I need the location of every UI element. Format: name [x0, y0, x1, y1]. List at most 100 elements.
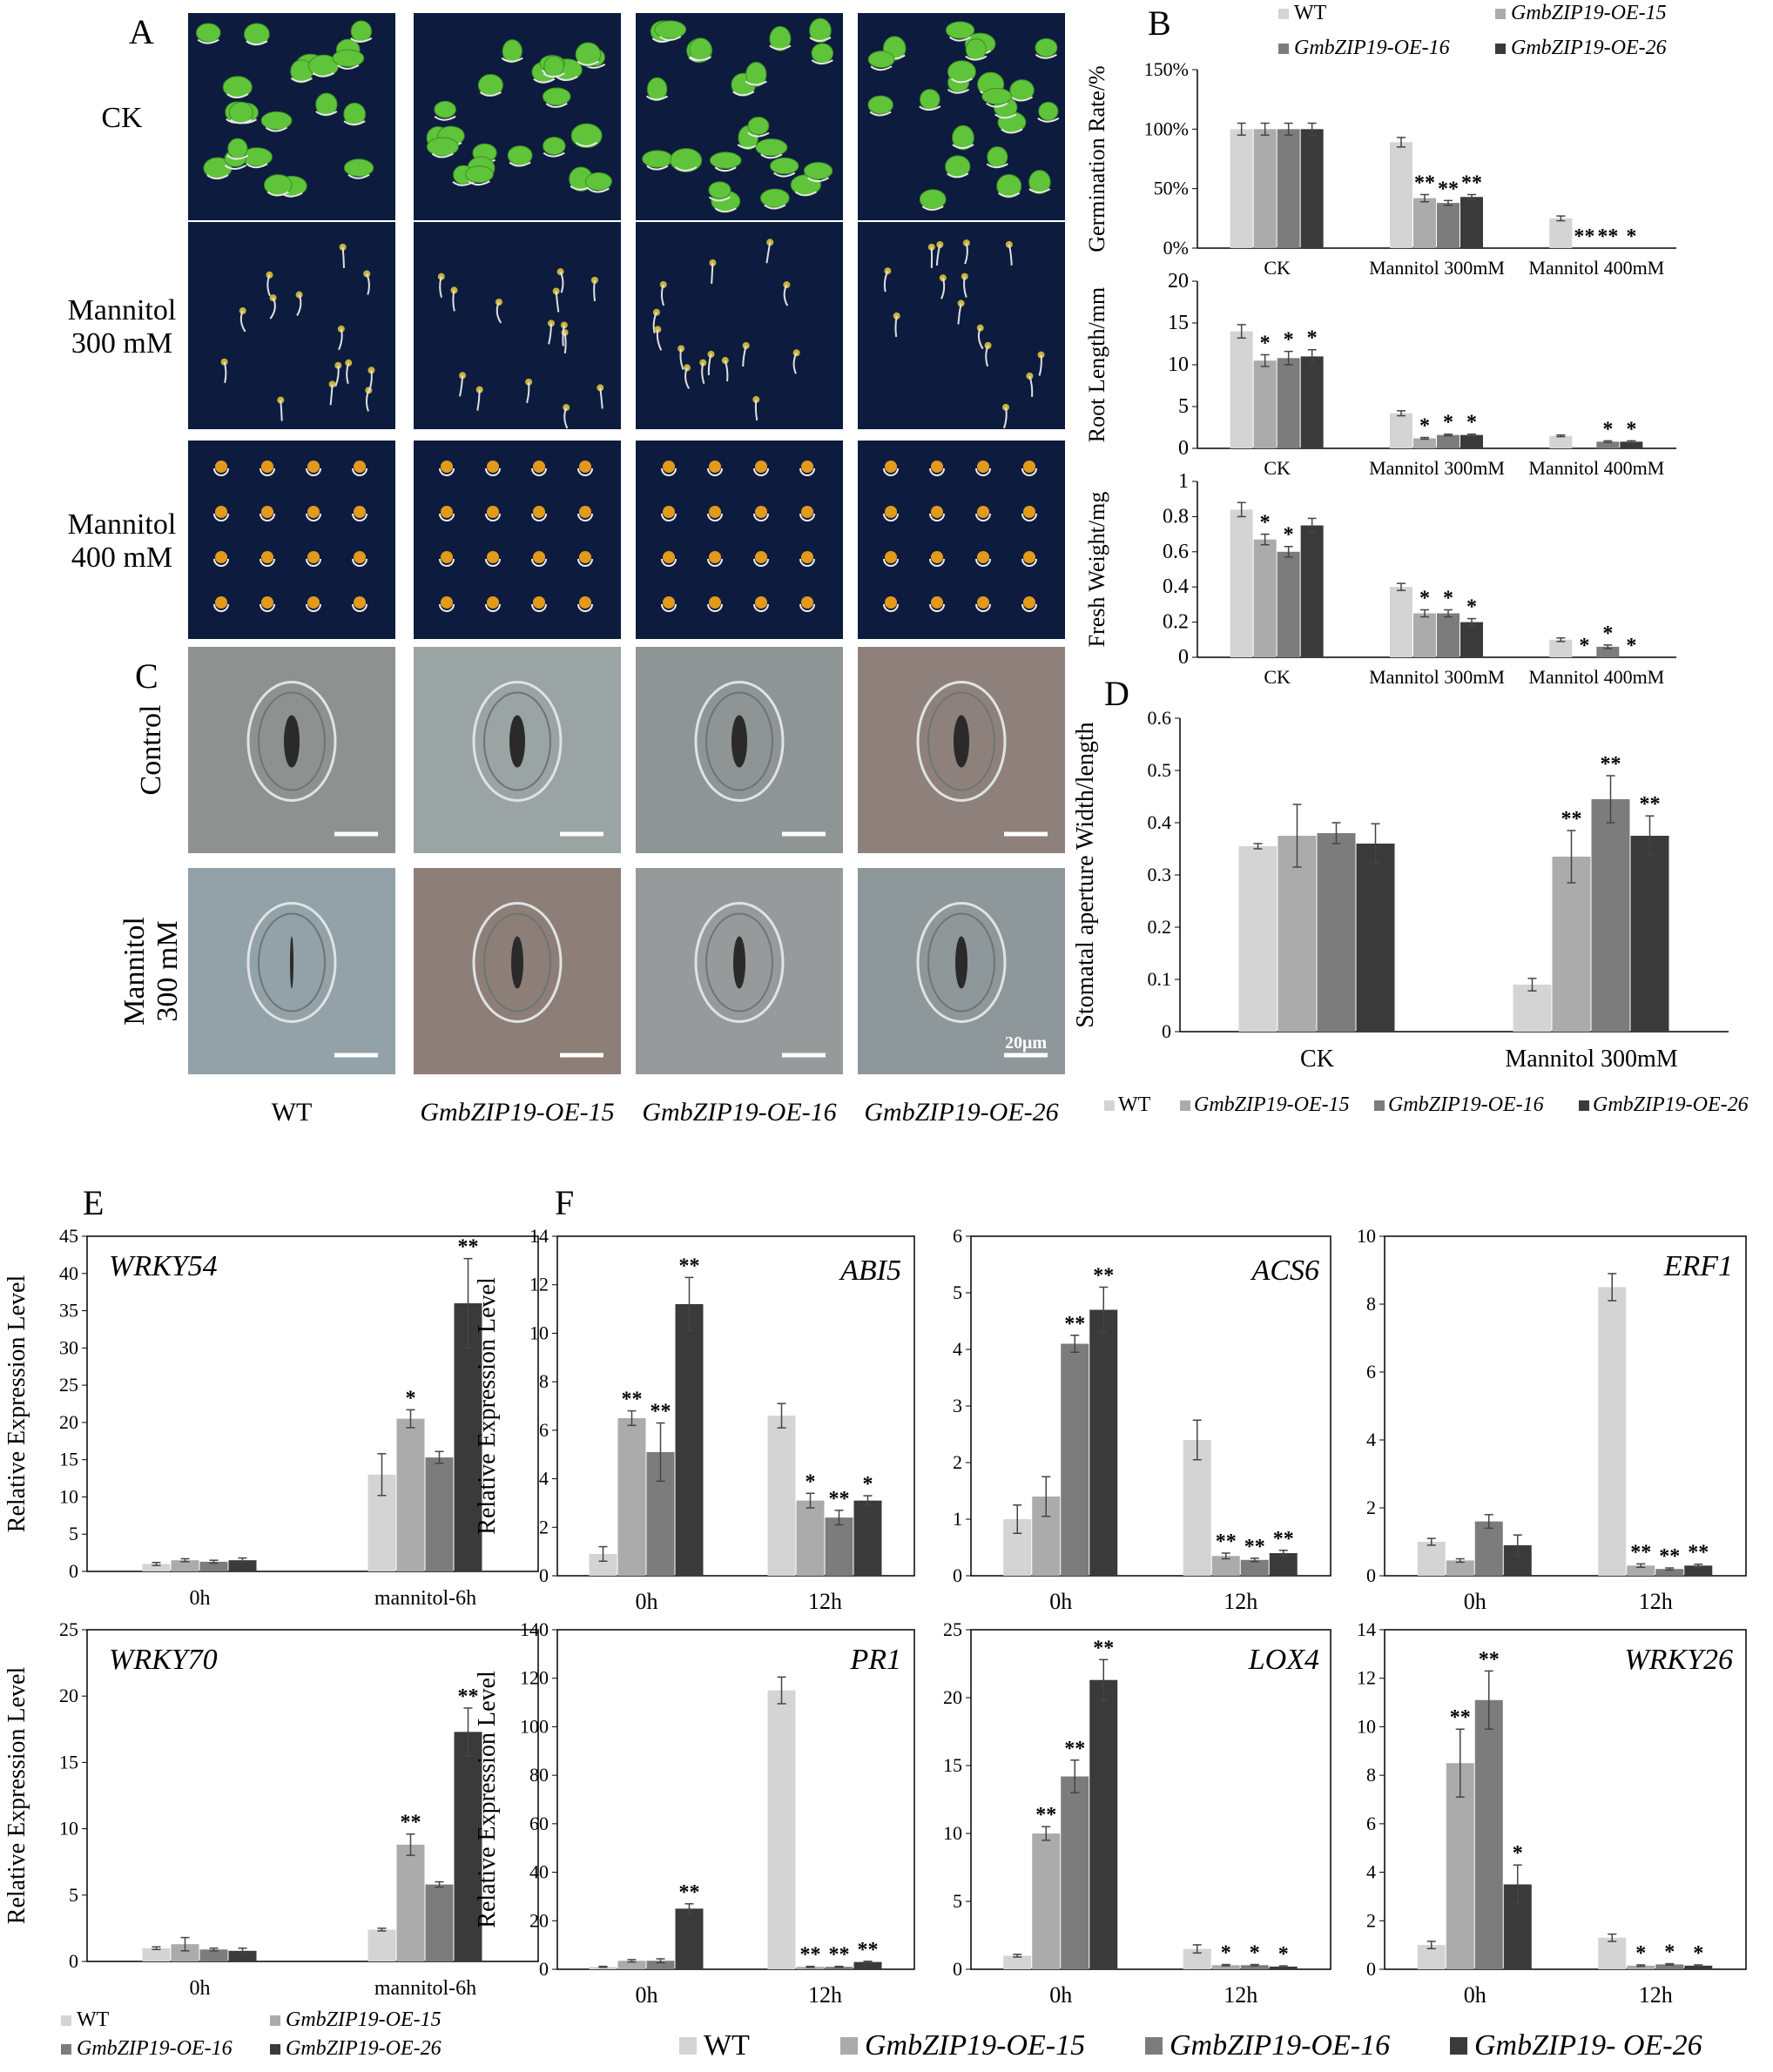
seedling-root [659, 36, 682, 42]
seedling [227, 138, 248, 159]
seed [215, 596, 227, 609]
chart-E1: 0 5 10 15 20 25 30 35 40 45 Relative Expression Le… [3, 1225, 539, 1610]
significance-mark: ** [1479, 1648, 1500, 1671]
guard-cell-outline [246, 902, 337, 1023]
legend-swatch [1104, 1100, 1115, 1111]
bar [1253, 360, 1277, 448]
seed-root [459, 375, 464, 397]
seed-coat [531, 513, 547, 521]
bar [853, 1500, 882, 1576]
category-label: 0h [636, 1982, 658, 2008]
seed [801, 461, 813, 473]
category-label: 0h [636, 1589, 658, 1614]
category-label: 0h [190, 1977, 211, 2000]
y-tick-label: 5 [69, 1884, 78, 1906]
y-tick-label: 120 [520, 1667, 549, 1689]
significance-mark: ** [679, 1881, 700, 1904]
row-label-A: Mannitol [68, 508, 177, 541]
legend-swatch [1495, 9, 1506, 19]
seedling [981, 88, 1013, 105]
seed-coat [260, 603, 275, 612]
significance-mark: * [1260, 512, 1271, 535]
bar [367, 1929, 396, 1961]
seed-root [439, 276, 443, 299]
significance-mark: ** [1064, 1313, 1085, 1335]
bar [1627, 1965, 1655, 1969]
seedling-photo [188, 13, 395, 220]
significance-mark: * [1419, 415, 1430, 438]
seed-root [894, 315, 898, 338]
significance-mark: ** [1064, 1738, 1085, 1760]
seedling-root [950, 77, 973, 84]
bar [1356, 844, 1395, 1032]
seed-root [365, 390, 370, 412]
bar [1474, 1521, 1503, 1576]
seed-coat [929, 468, 945, 476]
column-label: GmbZIP19-OE-15 [420, 1098, 614, 1127]
seed [801, 506, 813, 518]
seedling [809, 17, 832, 44]
seed-coat [975, 513, 991, 521]
seed-root [1003, 407, 1008, 429]
seed [709, 461, 721, 473]
seed-root [957, 303, 962, 325]
y-tick-label: 0.4 [1148, 811, 1172, 833]
panel-label-F: F [555, 1183, 574, 1222]
y-tick-label: 20 [529, 1909, 549, 1931]
y-tick-label: 1 [1178, 470, 1189, 493]
bar [1238, 846, 1278, 1032]
stomatal-pore [509, 715, 525, 768]
y-tick-label: 12 [529, 1274, 549, 1295]
category-label: 0h [190, 1587, 211, 1610]
bar [1277, 358, 1300, 448]
category-label: Mannitol 300mM [1369, 666, 1505, 688]
seed [487, 596, 499, 609]
bar [1460, 434, 1483, 448]
category-label: 0h [1049, 1982, 1072, 2008]
y-tick-label: 0.2 [1163, 611, 1189, 634]
bar [1300, 356, 1324, 448]
gene-name: WRKY54 [109, 1250, 218, 1282]
significance-mark: * [1278, 1943, 1289, 1966]
seed [755, 506, 767, 518]
seed [441, 551, 453, 563]
row-label-C: Control [135, 705, 167, 796]
row-label-A: 400 mM [71, 542, 172, 574]
category-label: 12h [1224, 1589, 1257, 1614]
gene-name: ABI5 [839, 1255, 901, 1287]
bar [1003, 1955, 1032, 1969]
guard-cell-inner [483, 912, 551, 1012]
bar [1413, 198, 1436, 248]
seedling-root [1010, 96, 1034, 102]
seed-coat [352, 603, 367, 612]
bar [1183, 1440, 1211, 1576]
row-label-A: 300 mM [71, 327, 172, 360]
seedling [507, 145, 533, 165]
seed-root [792, 352, 798, 374]
significance-mark: ** [1597, 225, 1618, 248]
seed [354, 461, 366, 473]
significance-mark: * [863, 1473, 873, 1496]
seed-coat [352, 513, 367, 521]
bar [1437, 434, 1460, 448]
legend-label: GmbZIP19-OE-16 [77, 2037, 233, 2060]
seed-coat [707, 468, 723, 476]
bar [142, 1564, 171, 1571]
legend-label: GmbZIP19-OE-15 [1194, 1093, 1350, 1116]
seedling-root [543, 151, 565, 158]
category-label: Mannitol 400mM [1528, 666, 1664, 688]
seed [931, 461, 943, 473]
seedling [350, 20, 372, 43]
seed-coat [531, 603, 547, 612]
seed [1023, 506, 1035, 518]
seedling-root [732, 91, 755, 97]
y-tick-label: 50% [1154, 178, 1189, 199]
seedling-root [479, 91, 502, 97]
chart-B2: 0 5 10 15 20 Root Length/mm * * * CK * * * Mannitol 3… [1084, 270, 1676, 479]
seed [307, 461, 320, 473]
seedling-photo [188, 441, 395, 639]
seedling-root [965, 55, 988, 61]
y-tick-label: 0 [1162, 1020, 1171, 1042]
y-tick-label: 0.1 [1148, 968, 1172, 990]
bar [1317, 833, 1356, 1032]
